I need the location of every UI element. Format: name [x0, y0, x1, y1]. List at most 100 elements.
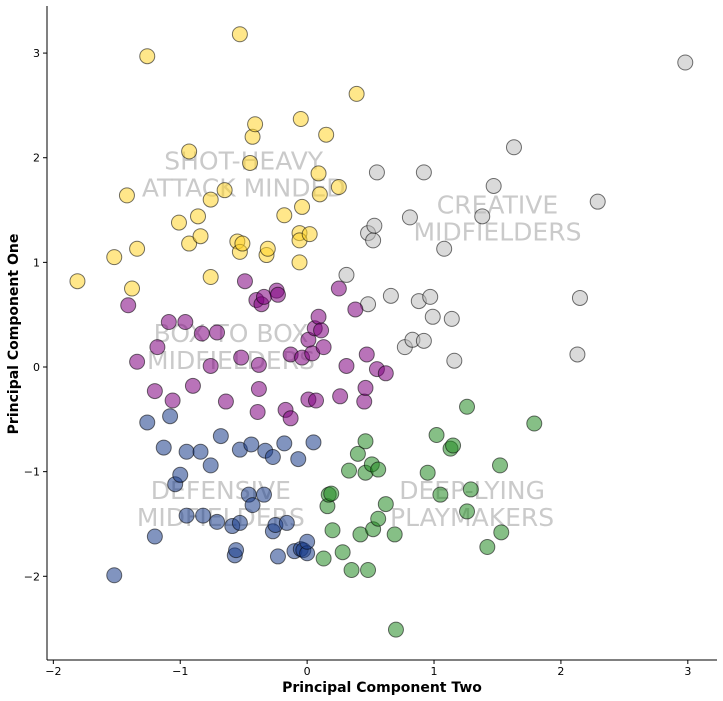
scatter-point — [177, 314, 194, 331]
scatter-point — [526, 415, 543, 432]
scatter-point — [162, 408, 179, 425]
scatter-point — [106, 567, 123, 584]
scatter-point — [233, 349, 250, 366]
scatter-point — [315, 550, 332, 567]
scatter-point — [228, 542, 245, 559]
scatter-point — [202, 191, 219, 208]
x-tick-label: −2 — [45, 665, 61, 678]
x-tick-label: 0 — [304, 665, 311, 678]
scatter-point — [436, 240, 453, 257]
scatter-point — [310, 165, 327, 182]
scatter-point — [382, 287, 399, 304]
scatter-point — [424, 308, 441, 325]
scatter-point — [160, 314, 177, 331]
scatter-point — [358, 346, 375, 363]
scatter-point — [493, 524, 510, 541]
scatter-point — [276, 207, 293, 224]
scatter-point — [181, 143, 198, 160]
scatter-point — [368, 164, 385, 181]
scatter-point — [242, 154, 259, 171]
scatter-point — [172, 466, 189, 483]
scatter-point — [249, 404, 266, 421]
scatter-point — [69, 273, 86, 290]
y-tick-label: 2 — [33, 152, 40, 165]
scatter-point — [149, 339, 166, 356]
scatter-point — [184, 377, 201, 394]
y-tick-label: 1 — [33, 256, 40, 269]
scatter-point — [212, 428, 229, 445]
scatter-point — [370, 461, 387, 478]
y-ticks: −2 −1 0 1 2 3 — [24, 47, 47, 583]
scatter-point — [234, 235, 251, 252]
scatter-point — [236, 273, 253, 290]
cluster-label: MIDFIELDERS — [413, 217, 581, 246]
axes: −2 −1 0 1 2 3 −2 −1 0 1 2 3 — [24, 6, 717, 678]
scatter-point — [323, 485, 340, 502]
scatter-point — [231, 26, 248, 43]
scatter-point — [282, 410, 299, 427]
scatter-point — [195, 507, 212, 524]
scatter-point — [301, 226, 318, 243]
scatter-point — [146, 383, 163, 400]
scatter-point — [589, 193, 606, 210]
scatter-point — [192, 228, 209, 245]
scatter-point — [255, 486, 272, 503]
scatter-point — [330, 179, 347, 196]
scatter-point — [193, 325, 210, 342]
scatter-point — [349, 445, 366, 462]
cluster-label: CREATIVE — [437, 190, 558, 219]
scatter-point — [217, 393, 234, 410]
scatter-point — [106, 249, 123, 266]
cluster-label: ATTACK MINDED — [142, 173, 346, 202]
x-tick-label: 1 — [431, 665, 438, 678]
scatter-point — [120, 297, 137, 314]
y-tick-label: −1 — [24, 466, 40, 479]
scatter-point — [360, 562, 377, 579]
scatter-point — [347, 301, 364, 318]
scatter-point — [164, 392, 181, 409]
scatter-point — [155, 439, 172, 456]
scatter-point — [190, 208, 207, 225]
scatter-point — [216, 182, 233, 199]
scatter-point — [459, 503, 476, 520]
scatter-point — [118, 187, 135, 204]
scatter-point — [305, 434, 322, 451]
scatter-point — [139, 414, 156, 431]
scatter-point — [278, 514, 295, 531]
scatter-point — [243, 436, 260, 453]
scatter-point — [428, 427, 445, 444]
scatter-point — [315, 339, 332, 356]
scatter-point — [443, 310, 460, 327]
scatter-point — [334, 544, 351, 561]
scatter-point — [209, 513, 226, 530]
scatter-point — [269, 286, 286, 303]
scatter-point — [677, 54, 694, 71]
scatter-point — [356, 393, 373, 410]
scatter-point — [202, 357, 219, 374]
scatter-point — [324, 522, 341, 539]
scatter-point — [377, 496, 394, 513]
scatter-point — [124, 280, 141, 297]
data-points — [69, 26, 694, 638]
scatter-point — [377, 365, 394, 382]
x-tick-label: 3 — [684, 665, 691, 678]
scatter-point — [292, 111, 309, 128]
y-tick-label: 0 — [33, 361, 40, 374]
scatter-point — [202, 269, 219, 286]
scatter-point — [386, 526, 403, 543]
scatter-point — [209, 324, 226, 341]
scatter-point — [571, 289, 588, 306]
scatter-point — [485, 177, 502, 194]
scatter-point — [311, 186, 328, 203]
scatter-point — [178, 443, 195, 460]
scatter-point — [366, 217, 383, 234]
scatter-point — [445, 437, 462, 454]
scatter-point — [569, 346, 586, 363]
scatter-point — [432, 486, 449, 503]
y-tick-label: 3 — [33, 47, 40, 60]
scatter-point — [294, 198, 311, 215]
scatter-point — [357, 379, 374, 396]
x-axis-title: Principal Component Two — [282, 680, 482, 696]
scatter-point — [244, 497, 261, 514]
